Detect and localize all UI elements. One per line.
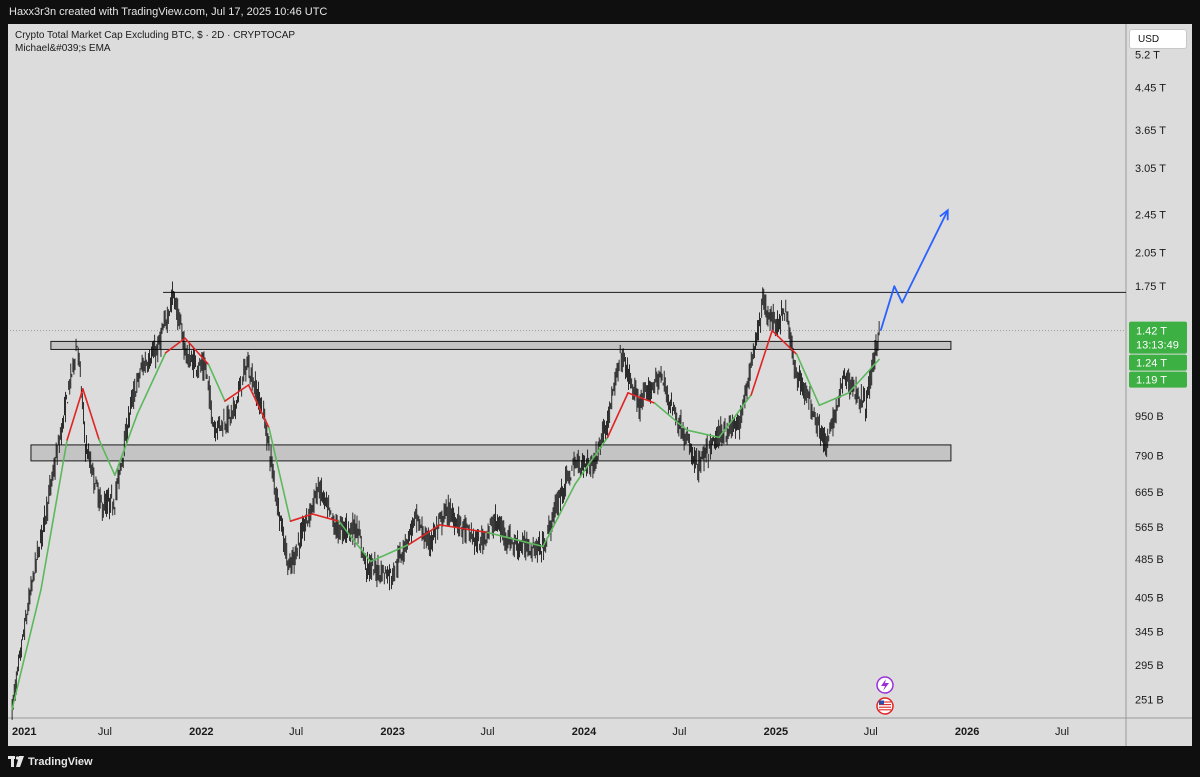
- indicator-legend[interactable]: Michael&#039;s EMA: [15, 43, 111, 54]
- range-zone-2: [30, 444, 952, 462]
- ema-segment-12: [268, 426, 292, 522]
- last-price-label: 1.42 T: [1136, 326, 1167, 338]
- y-tick-label-0: 5.2 T: [1135, 49, 1160, 61]
- ema-segment-17: [408, 524, 441, 546]
- ema-segment-6: [136, 351, 167, 415]
- us-flag-canton: [879, 700, 884, 705]
- bottom-bar: TradingView: [0, 748, 1200, 777]
- ema-segment-18: [439, 524, 489, 534]
- projection-path: [879, 209, 949, 331]
- range-zone-1: [50, 340, 952, 350]
- lightning-icon-bolt: [881, 679, 889, 691]
- ema-segment-21: [574, 436, 609, 486]
- ema-segment-26: [718, 394, 753, 439]
- y-tick-label-8: 790 B: [1135, 450, 1164, 462]
- x-tick-label-10: 2026: [955, 726, 979, 738]
- us-flag-icon: [876, 697, 894, 715]
- ema-segment-23: [627, 392, 656, 404]
- y-tick-label-2: 3.65 T: [1135, 125, 1166, 137]
- x-tick-label-1: Jul: [98, 726, 112, 738]
- ema-segment-20: [542, 483, 576, 548]
- y-tick-label-5: 2.05 T: [1135, 248, 1166, 260]
- ema-segment-27: [750, 329, 773, 396]
- y-tick-label-11: 485 B: [1135, 554, 1164, 566]
- ema-segment-28: [771, 329, 798, 356]
- symbol-legend[interactable]: Crypto Total Market Cap Excluding BTC, $…: [15, 30, 296, 41]
- ema-price-tag-2: [1129, 371, 1187, 388]
- tradingview-logo-icon: [8, 756, 24, 767]
- ema-segment-2: [66, 388, 84, 441]
- ema-segment-30: [818, 392, 850, 407]
- ema-segment-9: [207, 363, 226, 402]
- ema-segment-15: [337, 520, 372, 563]
- y-tick-label-7: 950 B: [1135, 411, 1164, 423]
- price-tags: 1.42 T 13:13:49 1.24 T 1.19 T: [1129, 321, 1187, 388]
- x-tick-label-5: Jul: [481, 726, 495, 738]
- ema-segment-14: [311, 513, 340, 522]
- ema-segment-22: [606, 392, 629, 439]
- y-tick-label-15: 251 B: [1135, 694, 1164, 706]
- ema-segment-16: [369, 543, 410, 563]
- y-tick-label-13: 345 B: [1135, 627, 1164, 639]
- event-icons: [876, 676, 894, 715]
- y-tick-label-9: 665 B: [1135, 487, 1164, 499]
- chart-frame[interactable]: [8, 24, 1192, 746]
- ema-segment-11: [247, 384, 270, 429]
- y-tick-label-1: 4.45 T: [1135, 83, 1166, 95]
- ema-segment-25: [685, 429, 721, 439]
- x-tick-label-3: Jul: [289, 726, 303, 738]
- x-tick-label-2: 2022: [189, 726, 213, 738]
- y-tick-label-6: 1.75 T: [1135, 281, 1166, 293]
- ema-segment-10: [224, 384, 250, 402]
- ema-segment-7: [164, 337, 186, 354]
- ema-segment-29: [796, 353, 821, 407]
- top-bar: Haxx3r3n created with TradingView.com, J…: [0, 0, 1200, 24]
- ema-price-tag-1: [1129, 354, 1187, 371]
- ema-segment-5: [114, 413, 139, 476]
- x-tick-label-11: Jul: [1055, 726, 1069, 738]
- ema-segment-4: [98, 439, 116, 476]
- author-caption: Haxx3r3n created with TradingView.com, J…: [9, 6, 328, 18]
- y-tick-label-14: 295 B: [1135, 660, 1164, 672]
- ema-price-label-2: 1.19 T: [1136, 375, 1167, 387]
- y-tick-label-10: 565 B: [1135, 522, 1164, 534]
- ema-segment-0: [11, 589, 42, 710]
- ema-segment-24: [653, 402, 688, 431]
- ema-segment-13: [289, 513, 314, 522]
- x-tick-label-8: 2025: [764, 726, 788, 738]
- ema-segment-19: [486, 531, 544, 548]
- last-price-tag: [1129, 321, 1187, 354]
- x-tick-label-0: 2021: [12, 726, 36, 738]
- ema-segment-3: [82, 388, 100, 441]
- x-tick-label-9: Jul: [864, 726, 878, 738]
- y-tick-label-4: 2.45 T: [1135, 210, 1166, 222]
- x-tick-label-7: Jul: [672, 726, 686, 738]
- projection-arrowhead: [939, 208, 949, 221]
- y-tick-label-12: 405 B: [1135, 593, 1164, 605]
- x-tick-label-4: 2023: [380, 726, 404, 738]
- ema-segment-1: [40, 439, 68, 591]
- y-tick-label-3: 3.05 T: [1135, 163, 1166, 175]
- ema-price-label-1: 1.24 T: [1136, 358, 1167, 370]
- ema-segment-31: [847, 358, 880, 394]
- candles: [11, 281, 880, 720]
- currency-button[interactable]: USD: [1129, 29, 1187, 49]
- x-tick-label-6: 2024: [572, 726, 597, 738]
- ema-segment-8: [184, 337, 210, 366]
- bar-countdown-label: 13:13:49: [1136, 340, 1179, 352]
- brand-name: TradingView: [28, 756, 93, 768]
